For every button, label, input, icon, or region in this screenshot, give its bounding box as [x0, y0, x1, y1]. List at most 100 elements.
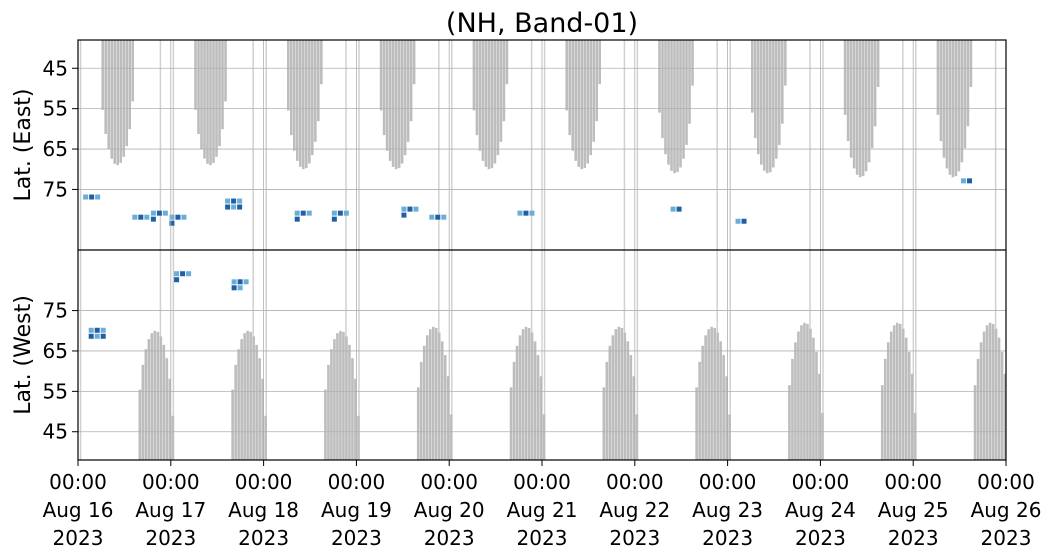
no-data-cell — [722, 355, 725, 460]
detection-cluster-east — [150, 210, 168, 222]
no-data-cell — [403, 40, 407, 156]
no-data-cell — [982, 331, 986, 460]
no-data-cell — [794, 342, 797, 460]
no-data-lobe-east — [101, 40, 135, 166]
no-data-cell — [478, 40, 482, 151]
detection-cell — [88, 333, 94, 339]
no-data-cell — [985, 325, 989, 460]
no-data-cell — [800, 325, 803, 460]
no-data-cell — [104, 40, 108, 135]
detection-cell — [231, 204, 237, 210]
no-data-cell — [502, 40, 506, 122]
no-data-cell — [113, 40, 117, 164]
no-data-cell — [766, 40, 769, 174]
no-data-cell — [144, 349, 148, 460]
no-data-cell — [707, 329, 710, 460]
no-data-cell — [153, 330, 157, 460]
no-data-cell — [586, 40, 590, 164]
no-data-cell — [394, 40, 398, 170]
no-data-lobe-east — [194, 40, 227, 166]
no-data-cell — [443, 355, 447, 460]
no-data-lobe-east — [472, 40, 509, 170]
no-data-cell — [611, 335, 615, 460]
no-data-cell — [131, 40, 135, 102]
no-data-cell — [493, 40, 497, 164]
no-data-cell — [892, 325, 896, 460]
x-tick-date: Aug 21 — [507, 498, 578, 522]
no-data-cell — [290, 40, 293, 136]
no-data-cell — [512, 361, 516, 460]
x-tick-year: 2023 — [702, 526, 753, 550]
no-data-lobe-west — [695, 326, 731, 460]
no-data-cell — [861, 40, 865, 177]
detection-cell — [306, 210, 312, 216]
no-data-cell — [960, 40, 964, 163]
no-data-cell — [409, 40, 413, 122]
no-data-lobe-west — [138, 330, 175, 460]
no-data-cell — [156, 331, 160, 460]
x-tick-time: 00:00 — [235, 470, 293, 494]
detection-cluster-east — [735, 218, 747, 224]
x-tick-date: Aug 20 — [414, 498, 485, 522]
no-data-cell — [197, 40, 200, 135]
no-data-cell — [676, 40, 679, 173]
no-data-cell — [509, 387, 513, 460]
no-data-cell — [778, 40, 781, 145]
no-data-cell — [287, 40, 290, 111]
y-tick-label-east: 55 — [43, 97, 68, 121]
y-tick-label-east: 45 — [43, 56, 68, 80]
detection-cell — [169, 214, 175, 220]
no-data-cell — [147, 339, 151, 460]
no-data-cell — [629, 355, 633, 460]
no-data-lobe-west — [416, 326, 453, 460]
no-data-cell — [791, 358, 794, 460]
detection-cell — [174, 271, 180, 277]
detection-cell — [523, 210, 529, 216]
no-data-cell — [203, 40, 206, 159]
no-data-cell — [324, 389, 327, 460]
no-data-cell — [873, 40, 877, 127]
no-data-lobe-west — [324, 330, 360, 460]
no-data-cell — [388, 40, 392, 161]
no-data-cell — [416, 387, 420, 460]
detection-cell — [331, 216, 337, 222]
no-data-cell — [589, 40, 593, 156]
no-data-cell — [397, 40, 401, 169]
x-tick-time: 00:00 — [328, 470, 386, 494]
detection-cell — [517, 210, 523, 216]
no-data-cell — [870, 40, 874, 149]
no-data-cell — [339, 330, 342, 460]
detection-cell — [94, 327, 100, 333]
no-data-cell — [505, 40, 509, 85]
no-data-lobe-west — [509, 326, 546, 460]
detection-cell — [407, 206, 413, 212]
no-data-cell — [751, 40, 754, 113]
detection-cell — [180, 271, 186, 277]
no-data-cell — [533, 341, 537, 460]
no-data-cell — [431, 326, 435, 460]
no-data-cell — [209, 40, 212, 166]
no-data-cell — [150, 333, 154, 460]
no-data-cell — [658, 40, 661, 113]
no-data-cell — [942, 40, 946, 158]
detection-cluster-east — [961, 178, 973, 184]
detection-cell — [162, 210, 168, 216]
no-data-cell — [237, 349, 240, 460]
detection-cell — [337, 210, 343, 216]
x-tick-year: 2023 — [981, 526, 1032, 550]
no-data-cell — [107, 40, 111, 150]
no-data-cell — [524, 326, 528, 460]
no-data-cell — [682, 40, 685, 159]
no-data-cell — [382, 40, 386, 136]
detection-cluster-east — [429, 214, 447, 220]
no-data-cell — [617, 326, 621, 460]
x-tick-time: 00:00 — [792, 470, 850, 494]
detection-cell — [441, 214, 447, 220]
no-data-cell — [852, 40, 856, 169]
no-data-cell — [855, 40, 859, 175]
no-data-cell — [234, 364, 237, 460]
no-data-cell — [957, 40, 961, 172]
no-data-cell — [194, 40, 197, 110]
no-data-cell — [661, 40, 664, 139]
